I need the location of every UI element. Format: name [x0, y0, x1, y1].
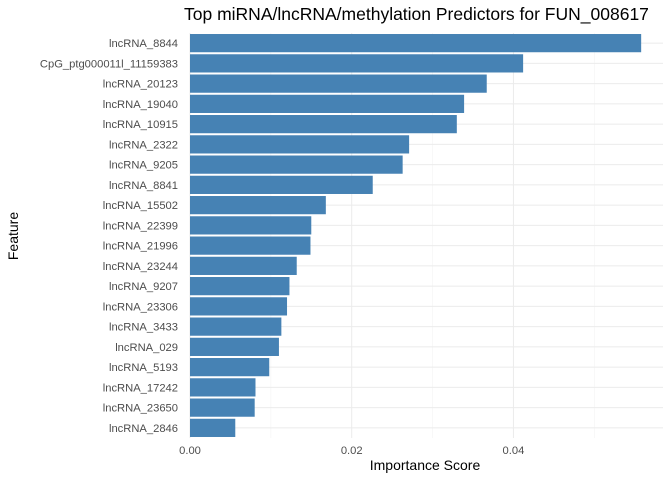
y-tick-label: lncRNA_15502	[103, 200, 178, 212]
y-tick-label: lncRNA_19040	[103, 99, 178, 111]
y-tick-labels: lncRNA_8844 CpG_ptg000011l_11159383 lncRNA…	[40, 38, 178, 435]
x-tick-labels: 0.00 0.02 0.04	[179, 445, 524, 457]
y-tick-label: lncRNA_23306	[103, 301, 178, 313]
bar	[190, 175, 373, 194]
y-tick-label: lncRNA_20123	[103, 79, 178, 91]
y-axis-title: Feature	[5, 212, 21, 260]
y-tick-label: lncRNA_22399	[103, 220, 178, 232]
y-tick-label: lncRNA_8841	[109, 180, 178, 192]
y-tick-label: lncRNA_23650	[103, 403, 178, 415]
y-tick-label: lncRNA_8844	[109, 38, 178, 50]
bar	[190, 54, 524, 73]
y-tick-label: lncRNA_2846	[109, 423, 178, 435]
bar	[190, 337, 279, 356]
bar	[190, 418, 236, 437]
y-tick-label: lncRNA_17242	[103, 382, 178, 394]
bar	[190, 317, 282, 336]
bar	[190, 34, 642, 53]
y-tick-label: lncRNA_3433	[109, 322, 178, 334]
y-tick-label: lncRNA_23244	[103, 261, 178, 273]
x-axis-title: Importance Score	[370, 457, 481, 473]
y-tick-label: lncRNA_029	[115, 342, 178, 354]
y-tick-label: lncRNA_5193	[109, 362, 178, 374]
bar	[190, 115, 457, 134]
grid-lines	[189, 33, 663, 438]
x-tick-label: 0.04	[503, 445, 525, 457]
y-tick-label: lncRNA_2322	[109, 139, 178, 151]
bar	[190, 135, 410, 154]
chart-title: Top miRNA/lncRNA/methylation Predictors …	[184, 4, 649, 25]
bar	[190, 74, 487, 93]
bar	[190, 297, 288, 316]
bar	[190, 94, 465, 113]
bar	[190, 398, 255, 417]
x-tick-label: 0.02	[341, 445, 363, 457]
x-tick-label: 0.00	[179, 445, 201, 457]
bars	[190, 34, 642, 437]
bar	[190, 196, 326, 215]
bar	[190, 277, 290, 296]
bar	[190, 216, 312, 235]
y-tick-label: lncRNA_10915	[103, 119, 178, 131]
y-tick-label: lncRNA_21996	[103, 241, 178, 253]
y-tick-label: lncRNA_9205	[109, 160, 178, 172]
y-tick-label: lncRNA_9207	[109, 281, 178, 293]
bar	[190, 236, 311, 255]
bar	[190, 358, 270, 377]
y-tick-label: CpG_ptg000011l_11159383	[40, 58, 178, 70]
bar	[190, 378, 256, 397]
bar	[190, 256, 297, 275]
bar	[190, 155, 403, 174]
